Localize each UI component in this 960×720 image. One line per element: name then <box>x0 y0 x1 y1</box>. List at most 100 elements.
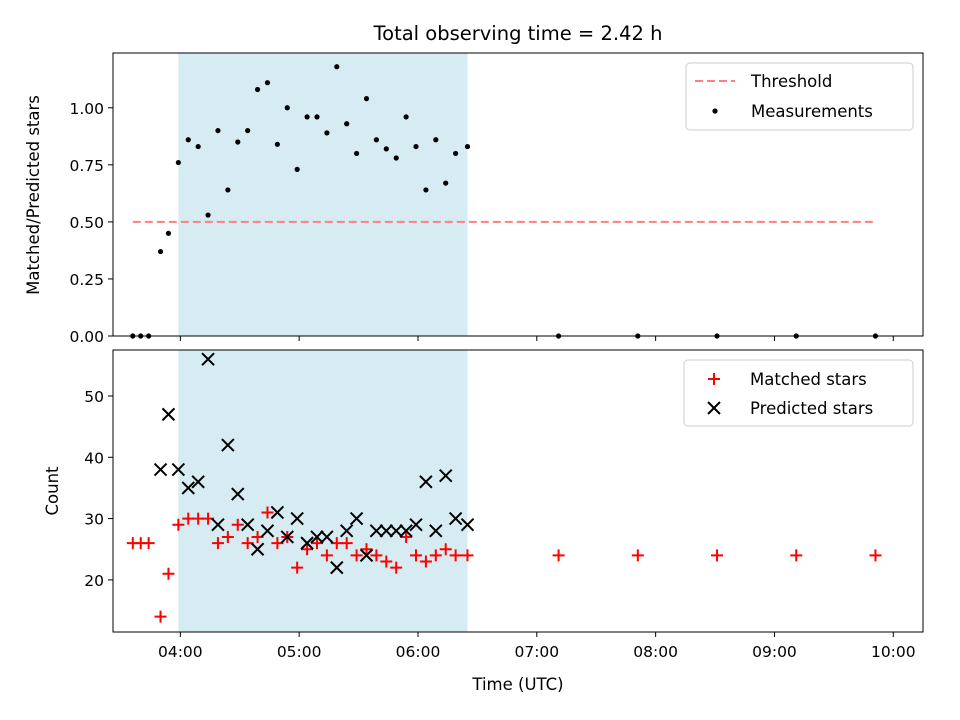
top-shaded-interval <box>178 53 468 336</box>
measurement-point <box>235 139 241 145</box>
x-axis-label: Time (UTC) <box>471 675 563 694</box>
legend-measurements-label: Measurements <box>751 102 873 121</box>
matched-star-point <box>790 549 803 562</box>
measurement-point <box>284 105 290 111</box>
measurement-point <box>344 121 350 127</box>
legend-matched-swatch <box>708 373 720 385</box>
top-y-axis-label: Matched/Predicted stars <box>24 95 43 295</box>
predicted-star-point <box>191 475 205 489</box>
bottom-panel: 20 30 40 50 04:00 05:00 06:00 07:00 08:00 09:00 1… <box>43 349 924 694</box>
bottom-y-tick-label: 50 <box>84 388 104 406</box>
predicted-star-point <box>409 518 423 532</box>
measurement-point <box>157 248 164 255</box>
chart-title: Total observing time = 2.42 h <box>373 22 663 45</box>
x-tick-label: 06:00 <box>396 643 441 661</box>
top-y-ticks: 0.00 0.25 0.50 0.75 1.00 <box>69 100 113 346</box>
measurement-point <box>363 96 370 102</box>
top-axes-frame <box>112 52 924 337</box>
predicted-star-point <box>300 536 314 550</box>
matched-star-point <box>461 549 474 562</box>
predicted-star-point <box>379 524 394 538</box>
top-y-tick-label: 0.50 <box>69 214 104 232</box>
predicted-star-point <box>270 505 285 520</box>
measurement-point <box>304 114 310 120</box>
measurement-point <box>403 114 409 120</box>
matched-star-point <box>271 537 284 550</box>
matched-star-point <box>429 549 442 562</box>
measurement-point <box>185 137 191 143</box>
measurement-point <box>464 143 471 150</box>
matched-star-point <box>552 549 565 562</box>
matched-star-point <box>241 537 254 550</box>
measurement-point <box>205 212 211 218</box>
predicted-star-point <box>181 481 195 495</box>
top-y-tick-label: 0.25 <box>69 271 104 289</box>
matched-star-point <box>142 537 155 550</box>
predicted-star-point <box>201 352 215 366</box>
matched-star-point <box>154 610 167 623</box>
matched-star-point <box>202 512 215 525</box>
matched-star-point <box>211 537 224 550</box>
top-y-tick-label: 0.75 <box>69 157 104 175</box>
predicted-star-point <box>330 560 344 575</box>
predicted-star-point <box>231 487 245 501</box>
legend-threshold-label: Threshold <box>750 72 832 91</box>
x-tick-label: 10:00 <box>871 643 916 661</box>
predicted-star-point <box>429 524 443 538</box>
matched-star-point <box>162 567 175 580</box>
legend-predicted-label: Predicted stars <box>750 399 873 418</box>
measurement-point <box>413 143 419 150</box>
legend-matched-label: Matched stars <box>750 370 867 389</box>
predicted-star-point <box>460 518 475 532</box>
predicted-star-point <box>280 530 294 544</box>
top-legend: Threshold Measurements <box>685 62 914 131</box>
measurement-point <box>393 155 399 161</box>
bottom-y-tick-label: 20 <box>84 572 104 590</box>
matched-star-point <box>400 530 413 543</box>
predicted-star-point <box>310 530 324 544</box>
measurements-series <box>130 64 879 339</box>
legend-predicted-swatch <box>707 401 721 415</box>
matched-star-point <box>251 530 264 543</box>
predicted-star-point <box>369 524 384 538</box>
matched-star-point <box>370 549 383 562</box>
matched-star-point <box>231 518 244 531</box>
top-x-ticks <box>179 336 894 341</box>
matched-star-point <box>310 537 323 550</box>
predicted-star-point <box>221 438 235 452</box>
measurement-point <box>383 146 389 152</box>
measurement-point <box>274 141 280 147</box>
predicted-star-point <box>399 524 413 538</box>
measurement-point <box>254 86 261 93</box>
legend-measurements-swatch <box>712 108 718 114</box>
top-legend-box <box>685 62 914 131</box>
measurement-point <box>245 127 251 134</box>
matched-star-point <box>439 543 452 556</box>
x-tick-label: 09:00 <box>752 643 797 661</box>
measurement-point <box>423 187 429 193</box>
matched-star-point <box>380 555 393 568</box>
bottom-x-ticks: 04:00 05:00 06:00 07:00 08:00 09:00 10:00 <box>158 632 916 661</box>
measurement-point <box>225 187 231 193</box>
predicted-star-point <box>211 518 225 532</box>
predicted-star-point <box>349 511 364 526</box>
predicted-star-point <box>153 462 168 477</box>
x-tick-label: 05:00 <box>277 643 322 661</box>
matched-star-point <box>340 537 353 550</box>
matched-star-point <box>261 506 274 519</box>
bottom-shaded-interval <box>178 350 468 632</box>
bottom-y-tick-label: 40 <box>84 449 104 467</box>
measurement-point <box>373 137 379 143</box>
matched-star-point <box>631 549 644 562</box>
x-tick-label: 04:00 <box>158 643 203 661</box>
predicted-star-point <box>171 462 186 477</box>
bottom-y-axis-label: Count <box>43 466 62 516</box>
measurement-point <box>314 114 320 120</box>
bottom-axes-frame <box>112 349 924 633</box>
matched-star-point <box>291 561 304 574</box>
bottom-legend: Matched stars Predicted stars <box>683 359 914 427</box>
predicted-star-point <box>320 530 334 544</box>
predicted-star-point <box>290 511 304 526</box>
measurement-point <box>324 130 330 136</box>
